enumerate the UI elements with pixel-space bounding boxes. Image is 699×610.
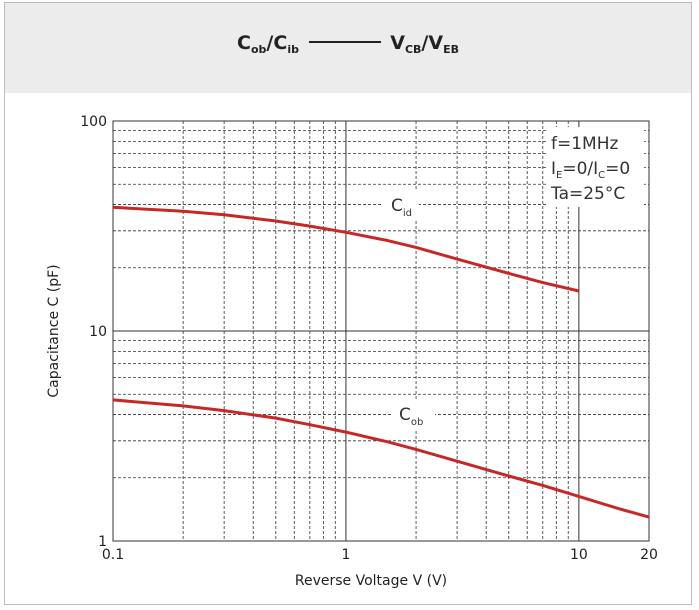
chart-header: Cob/Cib VCB/VEB (5, 3, 691, 93)
svg-text:Cob: Cob (399, 405, 423, 428)
x-tick-label: 0.1 (102, 547, 124, 563)
condition-temperature: Ta=25°C (550, 184, 625, 204)
title-veb: VEB (428, 32, 459, 56)
title-cib: Cib (273, 32, 299, 56)
chart-title: Cob/Cib VCB/VEB (237, 32, 459, 56)
chart-frame: Cob/Cib VCB/VEB (4, 2, 692, 605)
title-vcb: VCB (390, 32, 422, 56)
y-axis-label: Capacitance C (pF) (46, 264, 62, 397)
y-tick-label: 10 (89, 324, 107, 340)
condition-frequency: f=1MHz (551, 134, 618, 154)
title-dash (308, 41, 381, 43)
y-tick-label: 1 (98, 534, 107, 550)
x-tick-label: 10 (570, 547, 588, 563)
title-cob: Cob (237, 32, 267, 56)
plot-border (112, 120, 650, 542)
conditions-annotation: f=1MHz IE=0/IC=0 Ta=25°C (548, 127, 644, 207)
x-axis-label: Reverse Voltage V (V) (295, 573, 447, 589)
series-line-cid (112, 205, 580, 293)
series-layer (112, 205, 650, 519)
x-tick-label: 1 (341, 547, 350, 563)
svg-text:Cid: Cid (391, 196, 412, 219)
series-label-cid: Cid (381, 190, 419, 220)
condition-currents: IE=0/IC=0 (551, 159, 630, 181)
x-tick-label: 20 (640, 547, 658, 563)
series-line-cob (112, 398, 650, 519)
series-label-cob: Cob (391, 399, 435, 429)
y-tick-label: 100 (80, 114, 107, 130)
